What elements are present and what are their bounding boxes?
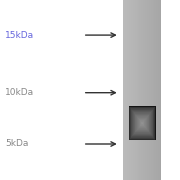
Bar bbox=[156, 0, 157, 180]
Bar bbox=[142, 0, 143, 180]
Bar bbox=[139, 0, 141, 180]
Bar bbox=[131, 109, 154, 138]
Bar bbox=[130, 107, 155, 139]
Bar bbox=[147, 0, 148, 180]
Bar bbox=[141, 122, 144, 125]
Bar bbox=[137, 116, 148, 130]
Bar bbox=[140, 121, 144, 126]
Bar bbox=[129, 106, 156, 140]
Bar bbox=[134, 113, 150, 134]
Bar bbox=[123, 0, 124, 180]
Bar bbox=[159, 0, 160, 180]
Bar bbox=[154, 0, 155, 180]
Bar bbox=[141, 122, 143, 124]
Bar bbox=[138, 0, 139, 180]
Bar bbox=[134, 0, 135, 180]
Bar bbox=[150, 0, 151, 180]
Bar bbox=[135, 114, 150, 133]
Bar bbox=[127, 0, 128, 180]
Bar bbox=[140, 120, 145, 126]
Bar bbox=[126, 0, 127, 180]
Bar bbox=[130, 109, 154, 138]
Bar bbox=[129, 0, 130, 180]
Bar bbox=[129, 107, 155, 140]
Bar bbox=[128, 0, 129, 180]
Text: 5kDa: 5kDa bbox=[5, 140, 29, 148]
Bar bbox=[136, 115, 148, 131]
Bar bbox=[146, 0, 147, 180]
Bar bbox=[149, 0, 150, 180]
Bar bbox=[141, 0, 142, 180]
Bar bbox=[133, 0, 134, 180]
Bar bbox=[132, 110, 152, 136]
Bar bbox=[137, 0, 138, 180]
Bar bbox=[158, 0, 159, 180]
Bar bbox=[145, 0, 146, 180]
Bar bbox=[151, 0, 152, 180]
Bar bbox=[157, 0, 158, 180]
Bar bbox=[130, 0, 131, 180]
Bar bbox=[131, 0, 132, 180]
Bar bbox=[140, 0, 141, 180]
Text: 10kDa: 10kDa bbox=[5, 88, 35, 97]
Bar bbox=[137, 117, 147, 130]
Bar bbox=[133, 111, 152, 135]
Bar bbox=[143, 0, 144, 180]
Bar bbox=[136, 0, 137, 180]
Text: 15kDa: 15kDa bbox=[5, 31, 35, 40]
Bar bbox=[125, 0, 126, 180]
Bar bbox=[134, 112, 151, 134]
Bar bbox=[138, 0, 140, 180]
Bar bbox=[139, 119, 145, 127]
Bar bbox=[138, 118, 146, 129]
Bar bbox=[160, 0, 161, 180]
Bar bbox=[153, 0, 154, 180]
Bar bbox=[130, 108, 154, 139]
Bar bbox=[152, 0, 153, 180]
Bar bbox=[144, 0, 145, 180]
Bar bbox=[139, 119, 146, 128]
Bar bbox=[156, 0, 158, 180]
Bar bbox=[142, 123, 143, 124]
Bar bbox=[140, 120, 145, 127]
Bar bbox=[138, 118, 147, 129]
Bar bbox=[135, 0, 136, 180]
Bar bbox=[148, 0, 149, 180]
Bar bbox=[132, 111, 152, 136]
Bar bbox=[136, 115, 149, 132]
Bar bbox=[154, 0, 156, 180]
Bar bbox=[133, 112, 151, 135]
Bar bbox=[124, 0, 125, 180]
Bar bbox=[132, 0, 133, 180]
Bar bbox=[131, 110, 153, 137]
Bar bbox=[136, 116, 148, 131]
Bar bbox=[135, 114, 149, 132]
